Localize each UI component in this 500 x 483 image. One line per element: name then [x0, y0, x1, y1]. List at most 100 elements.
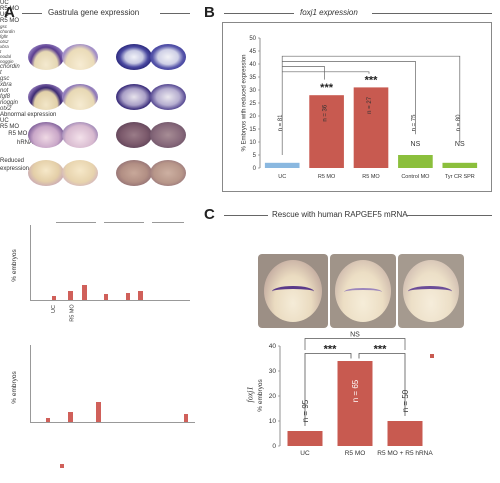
- embryo-image: [116, 122, 152, 148]
- significance-mark: NS: [455, 141, 465, 148]
- gene-rule: [152, 222, 184, 223]
- embryo-image: [116, 84, 152, 110]
- bar: [82, 285, 87, 300]
- panel-c-title: Rescue with human RAPGEF5 mRNA: [272, 210, 408, 219]
- bar: [104, 294, 108, 300]
- y-tick-label: 50: [249, 36, 256, 42]
- bottom-chart-gene-otx2: otx2: [0, 106, 12, 112]
- y-tick-label: 35: [249, 75, 256, 81]
- top-chart-y-axis: [30, 225, 31, 300]
- embryo-image: [62, 44, 98, 70]
- significance-mark: ***: [324, 344, 338, 356]
- panel-a-title-rule-left: [22, 13, 42, 14]
- n-label: n = 50: [401, 389, 410, 412]
- embryo-image: [28, 84, 64, 110]
- panel-a-frame: [2, 18, 199, 476]
- comparison-bracket: [358, 353, 406, 416]
- row-label-chordin: chordin: [0, 29, 15, 34]
- panel-a-col-mo-2: R5 MO: [0, 18, 20, 24]
- bar: [52, 296, 56, 300]
- y-tick-label: 10: [269, 418, 277, 425]
- panel-a-title: Gastrula gene expression: [48, 8, 140, 17]
- y-tick-label: 20: [249, 114, 256, 120]
- panel-a-legend: Abnormal expression: [0, 112, 57, 118]
- embryo-image: [116, 160, 152, 186]
- bottom-chart-gene-not: not: [0, 88, 9, 94]
- bar: [287, 431, 323, 446]
- n-label: n = 75: [411, 114, 417, 132]
- row-label-otx2: otx2: [0, 39, 9, 44]
- bar: [398, 155, 433, 168]
- n-label: n = 36: [323, 104, 329, 122]
- comparison-bracket: [304, 353, 352, 426]
- bar: [68, 291, 73, 300]
- x-tick-label: R5 MO: [318, 174, 336, 180]
- comparison-bracket: [282, 61, 416, 135]
- embryo-image: [150, 160, 186, 186]
- y-tick-label: 5: [253, 153, 257, 159]
- bar: [353, 87, 389, 168]
- embryo-image: [62, 84, 98, 110]
- panel-b-title: foxj1 expression: [300, 8, 358, 17]
- n-label: n = 27: [367, 96, 373, 114]
- bar: [442, 162, 478, 168]
- x-tick-label: UC: [300, 450, 310, 457]
- bottom-chart-gene-noggin: noggin: [0, 100, 19, 106]
- embryo-image: [62, 160, 98, 186]
- x-tick-label: Tyr CR SPR: [445, 174, 475, 180]
- y-tick-label: 0: [272, 443, 276, 450]
- x-tick-label: Control MO: [401, 174, 430, 180]
- row-label-fgf8: fgf8: [0, 34, 8, 39]
- row-label-noggin: noggin: [0, 59, 14, 64]
- panel-c-chart-svg: 0 10 20 30 40 n = 95 UC n = 65 R5 MO n = 50 R5 MO …: [269, 332, 434, 458]
- comparison-bracket: [282, 66, 325, 80]
- row-label-nodal: nodal: [0, 54, 12, 59]
- comparison-bracket: [282, 71, 370, 74]
- panel-a-col-uc-1: UC: [0, 0, 9, 6]
- panel-b-title-rule-left: [224, 13, 294, 14]
- top-chart-gene-chordin: chordin: [0, 64, 20, 70]
- panel-b-letter: B: [204, 4, 215, 21]
- panel-b-frame: [222, 22, 492, 192]
- embryo-image: [150, 84, 186, 110]
- embryo-image: [28, 160, 64, 186]
- y-tick-label: 15: [249, 127, 256, 133]
- n-label: n = 65: [351, 379, 360, 402]
- n-label: n = 80: [456, 114, 462, 132]
- bottom-chart-y-axis: [30, 345, 31, 422]
- significance-mark: NS: [350, 332, 360, 339]
- n-label: n = 81: [278, 114, 284, 132]
- bottom-chart-gene-xbra: xbra: [0, 82, 12, 88]
- panel-a-title-rule-right: [160, 13, 190, 14]
- y-tick-label: 20: [269, 393, 277, 400]
- gene-rule: [104, 222, 144, 223]
- y-tick-label: 25: [249, 101, 256, 107]
- embryo-image: [28, 44, 64, 70]
- bar: [46, 418, 50, 422]
- bar: [337, 361, 373, 446]
- significance-mark: ***: [365, 74, 379, 86]
- y-tick-label: 40: [249, 62, 256, 68]
- x-tick-label: R5 MO: [362, 174, 380, 180]
- x-tick-label: R5 MO: [345, 450, 366, 457]
- panel-a-letter: A: [4, 4, 15, 21]
- panel-c-img-label-uc: UC: [0, 118, 9, 124]
- y-tick-label: 10: [249, 140, 256, 146]
- y-tick-label: 45: [249, 49, 256, 55]
- embryo-image: [28, 122, 64, 148]
- row-label-gsc: gsc: [0, 24, 8, 29]
- x-tick-label: UC: [278, 174, 286, 180]
- panel-a-col-mo-1: R5 MO: [0, 6, 20, 12]
- gene-rule: [56, 222, 96, 223]
- significance-mark: NS: [411, 141, 421, 148]
- bar: [96, 402, 101, 422]
- y-tick-label: 30: [249, 88, 256, 94]
- panel-c-letter: C: [204, 206, 215, 223]
- bar: [68, 412, 73, 422]
- bar: [264, 162, 300, 168]
- embryo-image: [150, 44, 186, 70]
- top-chart-gene-t: t: [0, 70, 2, 76]
- panel-c-img-label-mo: R5 MO: [0, 124, 20, 130]
- bar: [309, 95, 344, 168]
- panel-c-title-rule-right: [406, 215, 492, 216]
